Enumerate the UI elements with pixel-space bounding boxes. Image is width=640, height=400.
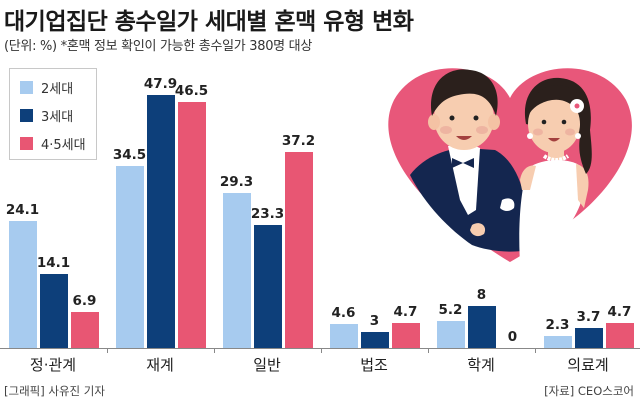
bar-gen45 <box>605 323 634 348</box>
bar-gen45 <box>391 323 420 348</box>
bar-gen45 <box>284 152 313 348</box>
x-axis-line <box>0 348 640 349</box>
bar-gen3 <box>146 95 175 348</box>
bar-gen45 <box>70 312 99 348</box>
bar-gen2 <box>436 321 465 348</box>
bar-gen2 <box>222 193 251 348</box>
category-label: 학계 <box>467 356 495 374</box>
category-label: 의료계 <box>567 356 609 374</box>
x-axis-tick <box>321 348 322 353</box>
bar-gen3 <box>467 306 496 348</box>
bar-value-label: 24.1 <box>5 202 40 218</box>
bar-value-label: 0 <box>507 329 518 345</box>
legend-item-gen2: 2세대 <box>20 77 73 97</box>
category-label: 일반 <box>253 356 281 374</box>
bar-gen2 <box>8 221 37 348</box>
legend-label: 2세대 <box>41 81 74 97</box>
bar-value-label: 46.5 <box>174 83 209 99</box>
x-axis-tick <box>107 348 108 353</box>
bar-value-label: 2.3 <box>545 317 570 333</box>
legend-item-gen45: 4·5세대 <box>20 133 86 153</box>
chart-subtitle: (단위: %) *혼맥 정보 확인이 가능한 총수일가 380명 대상 <box>4 39 312 54</box>
chart-title: 대기업집단 총수일가 세대별 혼맥 유형 변화 <box>4 9 414 35</box>
category-label: 재계 <box>146 356 174 374</box>
legend-swatch-gen45 <box>20 136 33 150</box>
bar-gen3 <box>39 274 68 348</box>
wedding-couple-in-heart-icon <box>380 40 640 280</box>
bar-value-label: 8 <box>476 287 487 303</box>
legend-item-gen3: 3세대 <box>20 105 73 125</box>
bar-gen3 <box>253 225 282 348</box>
bar-gen2 <box>329 324 358 348</box>
bar-value-label: 4.6 <box>331 305 356 321</box>
graphic-credit: [그래픽] 사유진 기자 <box>4 384 105 398</box>
bar-value-label: 37.2 <box>281 133 316 149</box>
category-label: 법조 <box>360 356 388 374</box>
bar-value-label: 23.3 <box>250 206 285 222</box>
bar-value-label: 4.7 <box>393 304 418 320</box>
x-axis-tick <box>535 348 536 353</box>
legend-swatch-gen2 <box>20 80 33 94</box>
bar-value-label: 14.1 <box>36 255 71 271</box>
legend-swatch-gen3 <box>20 108 33 122</box>
legend-label: 3세대 <box>41 109 74 125</box>
x-axis-tick <box>214 348 215 353</box>
bar-value-label: 47.9 <box>143 76 178 92</box>
bar-value-label: 34.5 <box>112 147 147 163</box>
bar-gen45 <box>177 102 206 348</box>
bar-value-label: 3 <box>369 313 380 329</box>
bar-gen2 <box>543 336 572 348</box>
bar-value-label: 3.7 <box>576 309 601 325</box>
legend-label: 4·5세대 <box>41 137 86 153</box>
bar-gen3 <box>360 332 389 348</box>
category-label: 정·관계 <box>29 356 77 374</box>
data-source: [자료] CEO스코어 <box>544 384 634 398</box>
bar-value-label: 5.2 <box>438 302 463 318</box>
bar-value-label: 6.9 <box>72 293 97 309</box>
x-axis-tick <box>428 348 429 353</box>
bar-gen2 <box>115 166 144 348</box>
chart-legend: 2세대 3세대 4·5세대 <box>9 68 97 160</box>
bar-value-label: 4.7 <box>607 304 632 320</box>
bar-value-label: 29.3 <box>219 174 254 190</box>
bar-gen3 <box>574 328 603 348</box>
